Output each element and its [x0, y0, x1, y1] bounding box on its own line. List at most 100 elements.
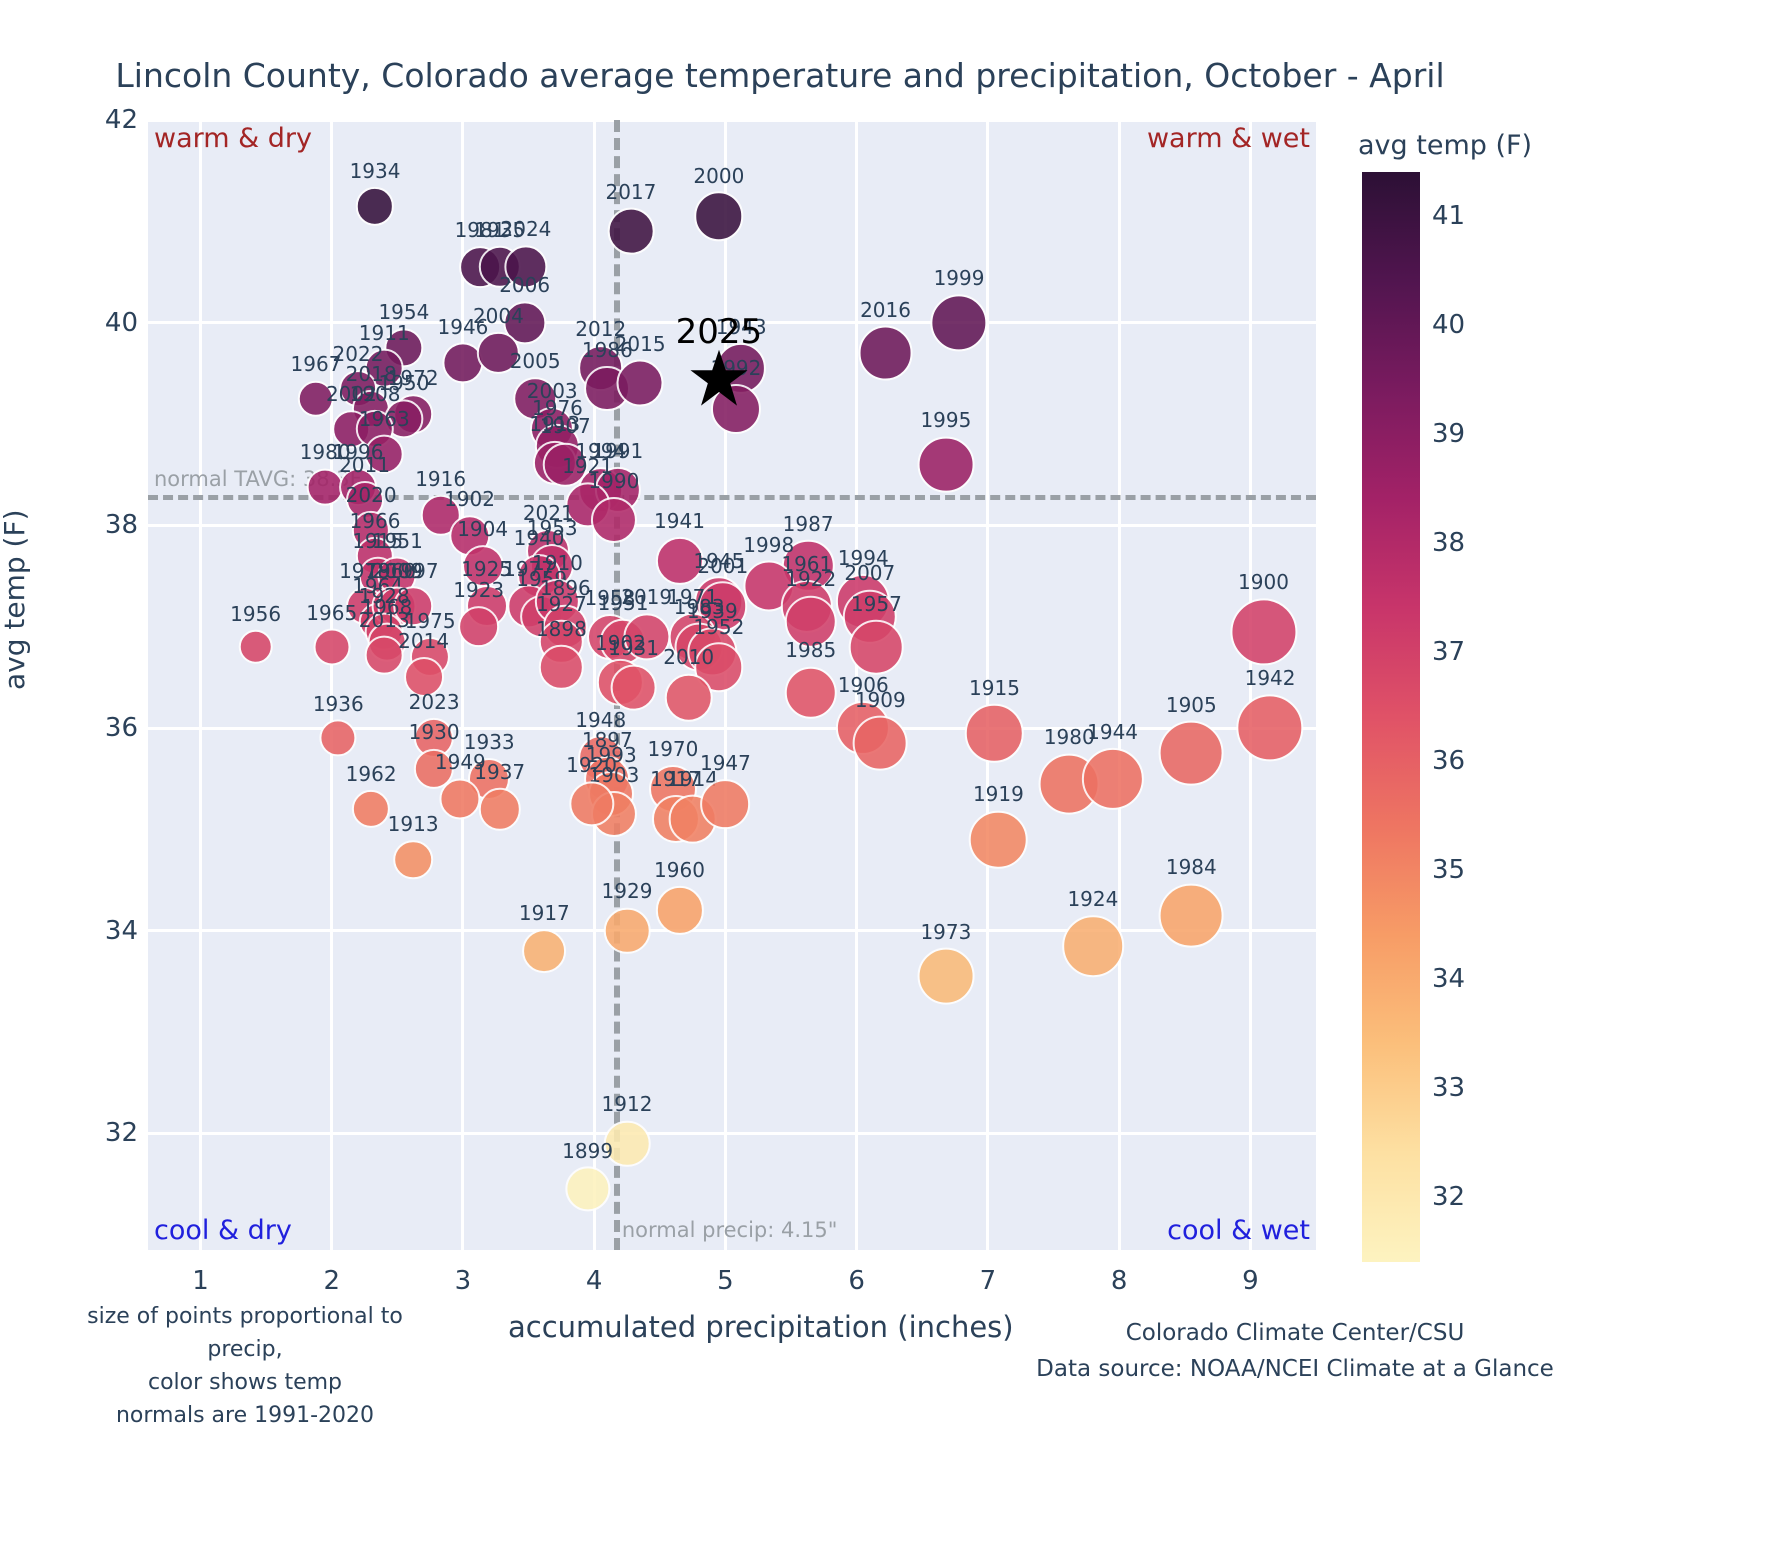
x-axis-tick: 9	[1242, 1266, 1259, 1296]
data-point[interactable]	[568, 781, 615, 827]
data-point-label: 2004	[472, 303, 524, 328]
footnote-left-line-2: color shows temp	[147, 1370, 343, 1395]
data-point[interactable]	[700, 779, 751, 829]
data-point-label: 1915	[352, 528, 404, 553]
data-point[interactable]	[603, 1120, 651, 1167]
data-point[interactable]	[238, 629, 273, 665]
data-point[interactable]	[313, 628, 351, 666]
data-point[interactable]	[403, 657, 444, 698]
data-point[interactable]	[965, 703, 1024, 763]
data-point[interactable]	[694, 642, 744, 692]
y-axis-tick: 42	[104, 105, 138, 135]
data-point[interactable]	[297, 380, 335, 417]
data-point[interactable]	[655, 886, 704, 935]
gridline-vertical	[592, 120, 596, 1250]
data-point[interactable]	[590, 497, 637, 544]
data-point[interactable]	[664, 673, 713, 722]
data-point[interactable]	[849, 619, 904, 675]
data-point[interactable]	[1158, 883, 1224, 948]
data-point-label: 1994	[575, 439, 627, 464]
data-point[interactable]	[858, 325, 913, 381]
annotation-cool-dry: cool & dry	[154, 1215, 292, 1246]
data-point[interactable]	[930, 294, 988, 352]
data-point[interactable]	[603, 907, 651, 955]
data-point[interactable]	[694, 191, 744, 242]
data-point[interactable]	[852, 715, 908, 771]
data-point[interactable]	[364, 635, 404, 675]
data-point-label: 2006	[499, 273, 551, 298]
data-point-label: 1935	[474, 217, 526, 242]
data-point-label: 1931	[608, 636, 660, 661]
data-point[interactable]	[917, 947, 975, 1005]
data-point-label: 1941	[654, 508, 705, 533]
y-axis-tick: 34	[104, 915, 138, 946]
data-point[interactable]	[1081, 747, 1144, 810]
footnote-right: Colorado Climate Center/CSU Data source:…	[1010, 1316, 1580, 1387]
data-point[interactable]	[457, 605, 500, 648]
colorbar-tick: 34	[1432, 963, 1466, 994]
data-point-label: 1950	[378, 371, 430, 396]
data-point[interactable]	[439, 778, 481, 820]
normal-precip-label: normal precip: 4.15"	[621, 1218, 838, 1242]
data-point-label: 2009	[371, 558, 423, 583]
data-point-label: 1952	[693, 614, 745, 639]
data-point[interactable]	[784, 666, 837, 719]
data-point[interactable]	[393, 840, 433, 880]
data-point[interactable]	[306, 468, 344, 506]
data-point[interactable]	[1229, 598, 1298, 666]
gridline-vertical	[986, 120, 990, 1250]
data-point[interactable]	[351, 790, 391, 829]
data-point-label: 1963	[358, 407, 410, 432]
highlight-star-2025[interactable]	[688, 348, 750, 408]
data-point[interactable]	[539, 645, 584, 690]
colorbar-title: avg temp (F)	[1358, 130, 1533, 161]
data-point-label: 1917	[518, 901, 570, 926]
data-point[interactable]	[610, 664, 657, 711]
data-point-label: 1917	[650, 767, 702, 792]
data-point-label: 2001	[697, 553, 749, 578]
data-point[interactable]	[710, 383, 761, 434]
data-point-label: 1966	[349, 508, 401, 533]
data-point-label: 1927	[535, 591, 587, 616]
data-point-label: 1951	[371, 528, 423, 553]
data-point[interactable]	[969, 810, 1028, 869]
data-point[interactable]	[1062, 915, 1124, 977]
data-point[interactable]	[917, 436, 975, 493]
data-point[interactable]	[319, 719, 357, 757]
data-point[interactable]	[355, 186, 395, 226]
data-point-label: 1902	[594, 631, 646, 656]
data-point[interactable]	[565, 1166, 611, 1212]
data-point[interactable]	[504, 245, 548, 289]
data-point-label: 1965	[306, 600, 358, 625]
data-point[interactable]	[1158, 721, 1224, 786]
data-point-label: 1915	[969, 675, 1020, 700]
data-point[interactable]	[442, 342, 484, 384]
data-point-label: 1922	[785, 567, 837, 592]
data-point-label: 1948	[575, 707, 627, 732]
data-point[interactable]	[522, 929, 567, 973]
data-point[interactable]	[784, 595, 837, 648]
data-point[interactable]	[384, 328, 424, 368]
data-point-label: 1971	[667, 584, 719, 609]
x-axis-tick: 5	[717, 1266, 734, 1296]
data-point[interactable]	[1236, 694, 1304, 762]
data-point-label: 2016	[860, 297, 911, 322]
data-point-label: 1995	[920, 408, 972, 433]
data-point[interactable]	[616, 360, 664, 407]
gridline-horizontal	[148, 118, 1316, 122]
data-point-label: 1949	[434, 750, 486, 775]
data-point[interactable]	[477, 331, 520, 375]
data-point[interactable]	[478, 787, 521, 831]
data-point[interactable]	[655, 536, 704, 585]
data-point[interactable]	[607, 208, 655, 255]
data-point-label: 1940	[513, 526, 565, 551]
data-point-label: 1977	[503, 556, 555, 581]
data-point[interactable]	[364, 435, 404, 474]
x-axis-tick: 3	[454, 1266, 472, 1296]
gridline-vertical	[1117, 120, 1121, 1250]
data-point-label: 1921	[562, 454, 614, 479]
gridline-horizontal	[148, 321, 1316, 325]
data-point-label: 2019	[621, 585, 673, 610]
data-point-label: 1899	[562, 1138, 614, 1163]
data-point-label: 1987	[782, 511, 834, 536]
